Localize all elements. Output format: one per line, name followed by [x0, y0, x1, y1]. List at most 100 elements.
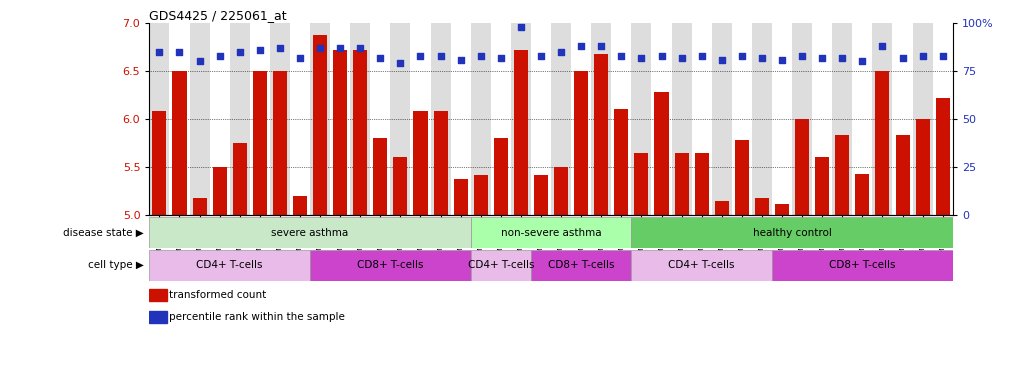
Point	[754, 55, 770, 61]
Bar	[330, 23, 350, 215]
Point	[934, 53, 951, 59]
Bar	[431, 23, 450, 215]
Bar	[471, 23, 490, 215]
Point	[593, 43, 610, 49]
Point	[492, 55, 509, 61]
Bar	[855, 174, 869, 215]
Bar	[574, 71, 588, 215]
Point	[693, 53, 710, 59]
Bar	[892, 23, 913, 215]
Bar	[370, 23, 390, 215]
Point	[733, 53, 750, 59]
Text: CD4+ T-cells: CD4+ T-cells	[668, 260, 735, 270]
Point	[513, 24, 529, 30]
Point	[332, 45, 348, 51]
Bar	[172, 71, 186, 215]
Point	[714, 56, 730, 63]
Bar	[193, 198, 207, 215]
Bar	[631, 217, 953, 248]
Bar	[530, 23, 551, 215]
Bar	[534, 175, 548, 215]
Point	[854, 58, 870, 65]
Bar	[731, 23, 752, 215]
Bar	[450, 23, 471, 215]
Bar	[350, 23, 370, 215]
Bar	[614, 109, 628, 215]
Bar	[591, 23, 611, 215]
Point	[633, 55, 650, 61]
Text: CD4+ T-cells: CD4+ T-cells	[197, 260, 263, 270]
Bar	[895, 136, 909, 215]
Point	[291, 55, 308, 61]
Bar	[771, 23, 792, 215]
Text: cell type ▶: cell type ▶	[89, 260, 144, 270]
Bar	[390, 23, 410, 215]
Bar	[413, 111, 427, 215]
Bar	[410, 23, 431, 215]
Bar	[249, 23, 270, 215]
Bar	[832, 23, 852, 215]
Bar	[771, 250, 953, 281]
Point	[433, 53, 449, 59]
Bar	[149, 250, 310, 281]
Bar	[734, 140, 749, 215]
Point	[272, 45, 288, 51]
Bar	[453, 179, 468, 215]
Bar	[795, 119, 810, 215]
Bar	[471, 217, 631, 248]
Bar	[471, 250, 531, 281]
Bar	[715, 200, 729, 215]
Bar	[594, 54, 609, 215]
Bar	[815, 157, 829, 215]
Bar	[230, 23, 249, 215]
Bar	[755, 198, 769, 215]
Bar	[152, 111, 167, 215]
Bar	[913, 23, 933, 215]
Bar	[169, 23, 190, 215]
Text: transformed count: transformed count	[169, 290, 267, 300]
Text: GDS4425 / 225061_at: GDS4425 / 225061_at	[149, 9, 287, 22]
Point	[774, 56, 790, 63]
Text: CD4+ T-cells: CD4+ T-cells	[468, 260, 535, 270]
Bar	[393, 157, 408, 215]
Bar	[353, 50, 368, 215]
Text: severe asthma: severe asthma	[271, 228, 348, 238]
Bar	[651, 23, 672, 215]
Bar	[212, 167, 227, 215]
Bar	[310, 23, 330, 215]
Text: CD8+ T-cells: CD8+ T-cells	[357, 260, 423, 270]
Point	[553, 49, 570, 55]
Bar	[675, 152, 689, 215]
Bar	[252, 71, 267, 215]
Bar	[752, 23, 771, 215]
Bar	[631, 23, 651, 215]
Bar	[474, 175, 488, 215]
Point	[251, 47, 268, 53]
Bar	[493, 138, 508, 215]
Bar	[712, 23, 731, 215]
Bar	[514, 50, 528, 215]
Point	[814, 55, 830, 61]
Bar	[611, 23, 631, 215]
Bar	[654, 92, 668, 215]
Point	[674, 55, 690, 61]
Point	[312, 45, 329, 51]
Point	[874, 43, 891, 49]
Point	[613, 53, 629, 59]
Bar	[149, 289, 167, 301]
Bar	[672, 23, 692, 215]
Point	[412, 53, 428, 59]
Point	[794, 53, 811, 59]
Bar	[812, 23, 832, 215]
Bar	[554, 167, 569, 215]
Bar	[634, 152, 649, 215]
Text: CD8+ T-cells: CD8+ T-cells	[548, 260, 615, 270]
Bar	[775, 204, 789, 215]
Bar	[434, 111, 448, 215]
Bar	[270, 23, 289, 215]
Point	[372, 55, 388, 61]
Bar	[792, 23, 812, 215]
Point	[533, 53, 549, 59]
Point	[452, 56, 469, 63]
Bar	[310, 250, 471, 281]
